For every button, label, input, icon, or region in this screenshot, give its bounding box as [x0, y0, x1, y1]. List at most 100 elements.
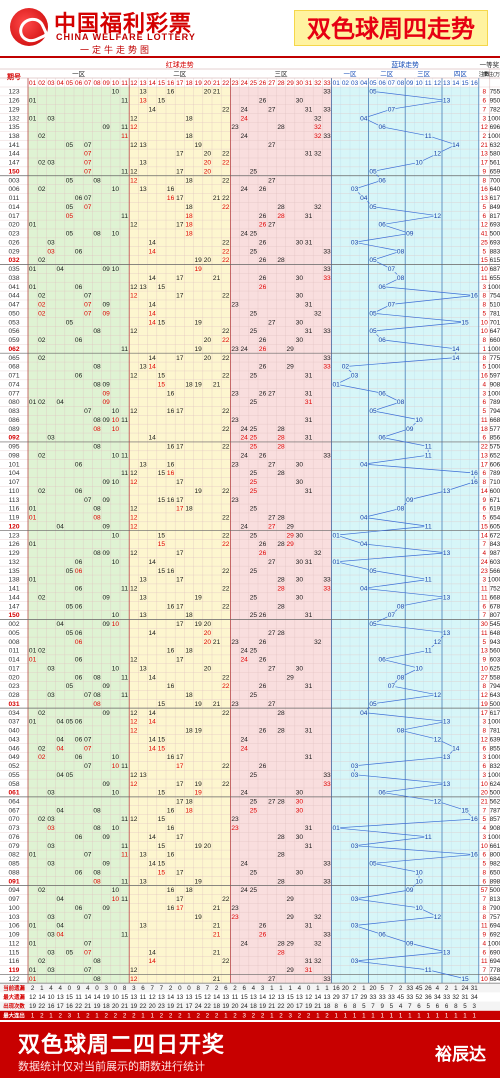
stats-value: 2 — [215, 985, 219, 992]
blue-ball-label-bg — [387, 265, 396, 273]
red-ball-number: 05 — [66, 719, 74, 726]
blue-ball-label-bg — [442, 718, 451, 725]
prize-winner-count: 5 — [483, 861, 487, 868]
blue-ball-label-bg — [369, 700, 377, 708]
stats-value: 33 — [379, 994, 386, 1001]
stats-value: 7 — [150, 985, 154, 992]
stats-value: 3 — [472, 1003, 476, 1010]
stats-row-background — [0, 992, 500, 1002]
red-ball-number: 06 — [75, 568, 83, 575]
red-ball-number: 09 — [103, 710, 111, 717]
red-ball-number: 21 — [213, 89, 221, 96]
red-ball-number: 26 — [259, 390, 267, 397]
red-ball-number: 08 — [93, 701, 101, 708]
red-ball-number: 06 — [75, 719, 83, 726]
issue-number: 120 — [8, 523, 19, 530]
red-ball-number: 21 — [213, 275, 221, 282]
issue-number: 150 — [8, 168, 19, 175]
red-ball-number: 26 — [259, 541, 267, 548]
red-ball-number: 06 — [75, 248, 83, 255]
stats-value: 1 — [436, 1012, 440, 1019]
prize-winner-count: 4 — [483, 825, 487, 832]
blue-ball-number: 13 — [443, 949, 451, 956]
stats-value: 9 — [380, 1003, 384, 1010]
red-ball-number: 30 — [296, 798, 304, 805]
red-ball-number: 01 — [29, 266, 37, 273]
red-ball-number: 17 — [176, 293, 184, 300]
red-ball-number: 17 — [176, 905, 184, 912]
red-ball-number: 28 — [277, 603, 285, 610]
stats-value: 19 — [29, 1003, 36, 1010]
blue-ball-label-bg — [387, 682, 396, 690]
red-ball-number: 12 — [130, 284, 138, 291]
red-ball-number: 19 — [195, 728, 203, 735]
red-ball-number: 28 — [277, 541, 285, 548]
red-ball-number: 08 — [93, 807, 101, 814]
prize-amount: 562 — [490, 798, 500, 805]
blue-ball-number: 06 — [379, 657, 387, 664]
issue-number: 041 — [8, 284, 19, 291]
prize-winner-count: 27 — [481, 674, 489, 681]
red-ball-number: 21 — [213, 381, 221, 388]
prize-amount: 687 — [490, 266, 500, 273]
stats-value: 7 — [371, 1003, 375, 1010]
blue-ball-label-bg — [424, 522, 433, 530]
red-ball-number: 30 — [296, 319, 304, 326]
stats-value: 13 — [186, 994, 193, 1001]
stats-value: 1 — [325, 985, 329, 992]
prize-amount: 755 — [490, 89, 500, 96]
red-ball-number: 09 — [103, 861, 111, 868]
red-ball-number: 11 — [121, 878, 128, 885]
red-ball-number: 02 — [38, 293, 46, 300]
red-ball-number: 27 — [268, 701, 276, 708]
prize-amount: 710 — [490, 479, 500, 486]
blue-ball-label-bg — [442, 96, 451, 104]
red-ball-number: 24 — [241, 887, 249, 894]
prize-winner-count: 3 — [483, 577, 487, 584]
red-ball-number: 22 — [222, 373, 230, 380]
stats-value: 0 — [187, 985, 191, 992]
red-ball-number: 17 — [176, 222, 184, 229]
red-number-header: 28 — [277, 80, 285, 87]
red-ball-number: 30 — [296, 337, 304, 344]
issue-number: 109 — [8, 932, 19, 939]
prize-winner-count: 7 — [483, 106, 487, 113]
red-ball-number: 18 — [185, 807, 193, 814]
red-ball-number: 12 — [130, 772, 138, 779]
stats-value: 8 — [353, 1003, 357, 1010]
red-ball-number: 21 — [213, 949, 221, 956]
red-ball-number: 11 — [121, 168, 128, 175]
stats-value: 19 — [259, 1003, 266, 1010]
red-ball-number: 28 — [277, 586, 285, 593]
red-ball-number: 25 — [250, 328, 258, 335]
red-ball-number: 28 — [277, 577, 285, 584]
red-ball-number: 06 — [75, 603, 83, 610]
red-ball-number: 28 — [277, 515, 285, 522]
blue-ball-label-bg — [415, 416, 423, 424]
blue-ball-number: 11 — [425, 133, 432, 140]
issue-number: 110 — [9, 488, 20, 495]
red-ball-number: 08 — [93, 417, 101, 424]
red-ball-number: 08 — [93, 976, 101, 983]
stats-value: 16 — [333, 985, 340, 992]
red-ball-number: 31 — [305, 683, 313, 690]
red-ball-number: 27 — [268, 177, 276, 184]
blue-ball-number: 11 — [425, 967, 432, 974]
prize-amount: 782 — [490, 106, 500, 113]
blue-ball-number: 09 — [406, 887, 414, 894]
red-ball-number: 26 — [259, 612, 267, 619]
prize-amount: 640 — [490, 186, 500, 193]
red-ball-number: 03 — [47, 949, 55, 956]
prize-winner-count: 19 — [481, 701, 489, 708]
red-ball-number: 25 — [250, 807, 258, 814]
red-ball-number: 25 — [250, 692, 258, 699]
red-ball-number: 28 — [277, 435, 285, 442]
red-ball-number: 07 — [84, 293, 92, 300]
issue-number: 068 — [8, 364, 19, 371]
red-ball-number: 22 — [222, 515, 230, 522]
prize-amount: 700 — [490, 177, 500, 184]
blue-ball-number: 06 — [379, 124, 387, 131]
blue-ball-number: 05 — [369, 701, 377, 708]
stats-value: 14 — [38, 994, 45, 1001]
red-ball-number: 33 — [323, 89, 331, 96]
